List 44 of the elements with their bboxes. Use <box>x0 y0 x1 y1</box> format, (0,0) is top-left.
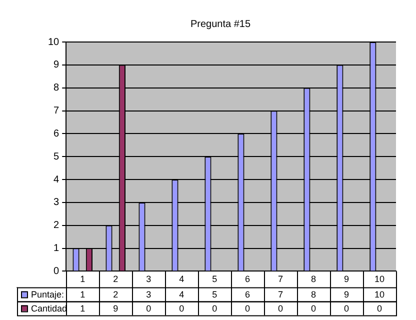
data-label: 0 <box>311 304 316 314</box>
data-label: 0 <box>245 304 250 314</box>
y-tick-label: 0 <box>54 266 60 277</box>
y-tick-label: 2 <box>54 220 60 232</box>
y-tick-label: 4 <box>54 174 60 186</box>
y-tick-label: 3 <box>54 197 60 208</box>
y-tick-label: 6 <box>54 128 60 140</box>
data-label: 9 <box>113 304 118 314</box>
x-tick-label: 6 <box>245 274 250 284</box>
x-tick-label: 9 <box>344 274 350 284</box>
y-tick-label: 9 <box>54 60 60 71</box>
y-tick-label: 10 <box>48 36 60 48</box>
data-label: 8 <box>311 290 316 300</box>
x-tick-label: 5 <box>212 274 218 284</box>
y-tick-label: 7 <box>54 106 60 117</box>
data-label: 1 <box>80 304 86 314</box>
y-tick-label: 1 <box>54 243 60 254</box>
data-label: 1 <box>80 290 86 300</box>
y-tick-label: 5 <box>54 151 60 162</box>
x-tick-label: 8 <box>311 274 316 284</box>
data-label: 0 <box>377 304 382 314</box>
data-label: 3 <box>146 290 152 300</box>
data-label: 6 <box>245 290 250 300</box>
data-label: 7 <box>278 290 284 300</box>
data-label: 0 <box>179 304 184 314</box>
x-tick-label: 3 <box>146 274 152 284</box>
data-label: 9 <box>344 290 350 300</box>
x-tick-label: 4 <box>179 274 184 284</box>
x-tick-label: 10 <box>374 274 385 284</box>
x-tick-label: 2 <box>113 274 118 284</box>
x-tick-label: 1 <box>80 274 86 284</box>
data-label: 0 <box>212 304 218 314</box>
data-label: 5 <box>212 290 218 300</box>
legend-label: Cantidad <box>31 304 68 314</box>
data-label: 0 <box>344 304 350 314</box>
data-label: 10 <box>374 290 385 300</box>
data-label: 2 <box>113 290 118 300</box>
data-label: 0 <box>146 304 152 314</box>
x-tick-label: 7 <box>278 274 284 284</box>
chart-title: Pregunta #15 <box>190 18 251 30</box>
data-label: 4 <box>179 290 184 300</box>
legend-label: Puntaje: <box>31 290 64 300</box>
y-tick-label: 8 <box>54 82 60 94</box>
data-label: 0 <box>278 304 284 314</box>
